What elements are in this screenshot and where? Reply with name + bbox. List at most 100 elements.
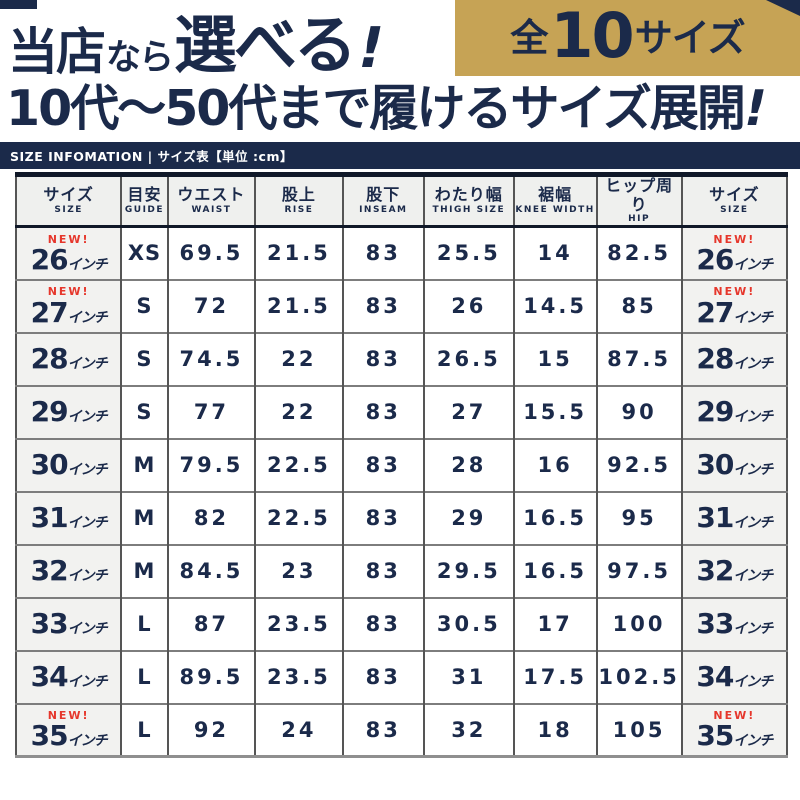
size-cell-29: 29インチ	[16, 384, 122, 439]
guide-value-27: S	[120, 278, 168, 333]
col-header-thigh-size: わたり幅 THIGH SIZE	[422, 174, 514, 228]
col-header-en: INSEAM	[359, 204, 408, 215]
new-badge: NEW!	[713, 232, 756, 246]
inch-suffix: インチ	[67, 568, 108, 584]
size-label: 29インチ	[17, 398, 120, 426]
headline-part2: なら	[106, 38, 174, 78]
size-cell-32: 32インチ	[680, 543, 787, 598]
inch-suffix: インチ	[67, 621, 108, 637]
header-row: サイズ SIZE 目安 GUIDE ウエスト WAIST 股上 RISE 股下 INSEAM わたり…	[16, 174, 787, 228]
inseam-value-28: 83	[341, 331, 424, 386]
size-cell-35: NEW! 35インチ	[16, 702, 122, 757]
inch-suffix: インチ	[67, 309, 108, 326]
hip-value-34: 102.5	[595, 649, 682, 704]
col-header-jp: 目安	[127, 185, 162, 205]
col-header-jp: わたり幅	[434, 185, 503, 205]
headline-part1: 当店	[8, 23, 106, 81]
size-number: 30	[696, 448, 734, 481]
size-number: 26	[30, 242, 69, 276]
thigh-value-29: 27	[422, 384, 514, 439]
new-badge: NEW!	[47, 232, 90, 246]
size-cell-31: 31インチ	[680, 490, 787, 545]
size-number: 28	[30, 342, 69, 375]
size-number: 34	[696, 660, 734, 693]
badge-suffix: サイズ	[634, 16, 746, 60]
inseam-value-26: 83	[341, 225, 424, 280]
size-row-31: 31インチ M 82 22.5 83 29 16.5 95 31インチ	[16, 490, 787, 545]
size-row-28: 28インチ S 74.5 22 83 26.5 15 87.5 28インチ	[16, 331, 787, 386]
guide-value-28: S	[120, 331, 168, 386]
hip-value-31: 95	[595, 490, 682, 545]
badge-corner-fold-decoration	[766, 0, 800, 16]
thigh-value-31: 29	[422, 490, 514, 545]
new-badge: NEW!	[47, 709, 90, 723]
size-number: 30	[30, 448, 69, 481]
col-header-guide: 目安 GUIDE	[120, 174, 168, 228]
knee-value-31: 16.5	[512, 490, 597, 545]
knee-value-26: 14	[512, 225, 597, 280]
size-label: 30インチ	[683, 451, 786, 479]
guide-value-33: L	[120, 596, 168, 651]
inch-suffix: インチ	[733, 462, 773, 478]
col-header-en: SIZE	[720, 204, 749, 215]
size-label: 27インチ	[683, 298, 786, 327]
size-number: 35	[696, 719, 734, 753]
thigh-value-27: 26	[422, 278, 514, 333]
col-header-rise: 股上 RISE	[254, 174, 343, 228]
col-header-en: HIP	[628, 213, 651, 224]
waist-value-33: 87	[166, 596, 256, 651]
waist-value-31: 82	[166, 490, 256, 545]
headline-line2: 10代〜50代まで履けるサイズ展開!	[6, 80, 800, 140]
inch-suffix: インチ	[67, 256, 108, 273]
size-cell-35: NEW! 35インチ	[680, 702, 787, 757]
waist-value-30: 79.5	[166, 437, 256, 492]
inch-suffix: インチ	[67, 409, 108, 425]
guide-value-34: L	[120, 649, 168, 704]
col-header-en: THIGH SIZE	[432, 204, 506, 215]
size-number: 28	[696, 342, 734, 375]
col-header-jp: ヒップ周り	[605, 176, 674, 214]
size-row-27: NEW! 27インチ S 72 21.5 83 26 14.5 85 NEW! 27インチ	[16, 278, 787, 333]
col-header-jp: 股上	[281, 185, 316, 205]
size-cell-27: NEW! 27インチ	[680, 278, 787, 333]
rise-value-33: 23.5	[254, 596, 343, 651]
inch-suffix: インチ	[733, 309, 773, 326]
size-row-30: 30インチ M 79.5 22.5 83 28 16 92.5 30インチ	[16, 437, 787, 492]
size-label: 34インチ	[683, 663, 786, 691]
size-number: 35	[30, 719, 69, 753]
size-number: 32	[696, 554, 734, 587]
col-header-hip: ヒップ周り HIP	[595, 174, 682, 228]
size-cell-33: 33インチ	[16, 596, 122, 651]
size-label: 33インチ	[683, 610, 786, 638]
size-cell-29: 29インチ	[680, 384, 787, 439]
new-badge: NEW!	[713, 709, 756, 723]
guide-value-29: S	[120, 384, 168, 439]
col-header-jp: 裾幅	[538, 185, 573, 205]
size-label: 28インチ	[17, 345, 120, 373]
knee-value-34: 17.5	[512, 649, 597, 704]
size-number: 29	[696, 395, 734, 428]
hip-value-32: 97.5	[595, 543, 682, 598]
hip-value-35: 105	[595, 702, 682, 757]
size-cell-33: 33インチ	[680, 596, 787, 651]
hip-value-33: 100	[595, 596, 682, 651]
col-header-jp: サイズ	[709, 185, 760, 205]
thigh-value-32: 29.5	[422, 543, 514, 598]
size-number: 32	[30, 554, 69, 587]
col-header-waist: ウエスト WAIST	[166, 174, 256, 228]
inch-suffix: インチ	[733, 256, 773, 273]
col-header-jp: 股下	[366, 185, 401, 205]
size-number: 33	[30, 607, 69, 640]
rise-value-35: 24	[254, 702, 343, 757]
rise-value-34: 23.5	[254, 649, 343, 704]
size-row-29: 29インチ S 77 22 83 27 15.5 90 29インチ	[16, 384, 787, 439]
size-cell-27: NEW! 27インチ	[16, 278, 122, 333]
size-cell-34: 34インチ	[680, 649, 787, 704]
col-header-en: WAIST	[191, 204, 232, 215]
col-header-en: KNEE WIDTH	[515, 204, 595, 215]
headline-line1: 当店 なら 選べる !	[8, 0, 391, 81]
size-cell-31: 31インチ	[16, 490, 122, 545]
size-cell-34: 34インチ	[16, 649, 122, 704]
thigh-value-30: 28	[422, 437, 514, 492]
guide-value-30: M	[120, 437, 168, 492]
